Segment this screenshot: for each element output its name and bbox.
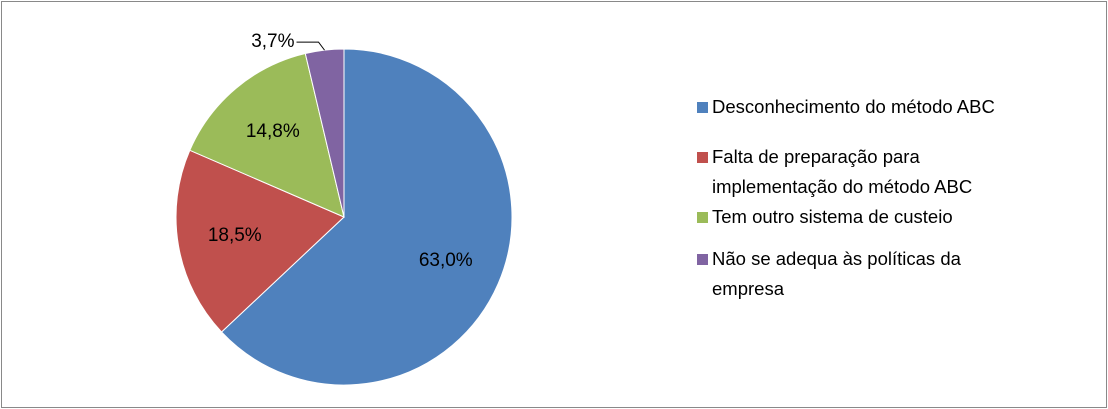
legend-item: Desconhecimento do método ABC — [697, 92, 1037, 142]
pie-slice — [220, 48, 513, 386]
legend-label: Falta de preparação para implementação d… — [712, 146, 973, 197]
legend-swatch — [697, 152, 708, 163]
legend-swatch — [697, 102, 708, 113]
legend-item: Falta de preparação para implementação d… — [697, 142, 1037, 202]
pie-slice — [189, 52, 345, 218]
legend-label: Não se adequa às políticas da empresa — [712, 248, 961, 299]
legend-swatch — [697, 212, 708, 223]
leader-line — [296, 41, 325, 51]
legend-label: Tem outro sistema de custeio — [712, 206, 953, 227]
data-label: 63,0% — [419, 250, 473, 271]
data-label: 18,5% — [208, 225, 262, 246]
data-label: 14,8% — [246, 121, 300, 142]
data-label: 3,7% — [251, 31, 294, 52]
pie-slice — [304, 48, 345, 218]
legend-swatch — [697, 254, 708, 265]
legend-item: Tem outro sistema de custeio — [697, 202, 1037, 244]
pie-slice — [175, 149, 345, 333]
legend-item: Não se adequa às políticas da empresa — [697, 244, 1037, 304]
legend: Desconhecimento do método ABC Falta de pr… — [697, 92, 1037, 304]
legend-label: Desconhecimento do método ABC — [712, 96, 995, 117]
